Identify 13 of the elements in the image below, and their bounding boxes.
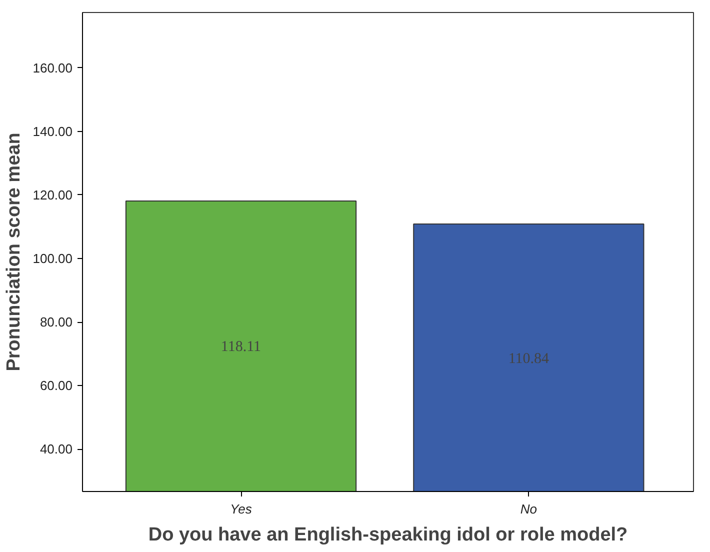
y-tick-label: 60.00: [40, 378, 73, 394]
data-label: 118.11: [220, 339, 262, 356]
y-tick-label: 140.00: [32, 124, 73, 139]
y-tick-label: 160.00: [32, 60, 73, 76]
y-tick-label: 80.00: [40, 314, 73, 330]
y-axis-title: Pronunciation score mean: [4, 132, 25, 372]
x-axis-title: Do you have an English-speaking idol or role model?: [148, 524, 628, 546]
x-tick-label: No: [520, 502, 537, 516]
data-label: 110.84: [508, 350, 550, 367]
x-tick-label: Yes: [230, 502, 252, 516]
y-tick-label: 40.00: [40, 442, 73, 457]
y-tick-label: 120.00: [32, 187, 73, 202]
y-tick-label: 100.00: [32, 251, 73, 266]
